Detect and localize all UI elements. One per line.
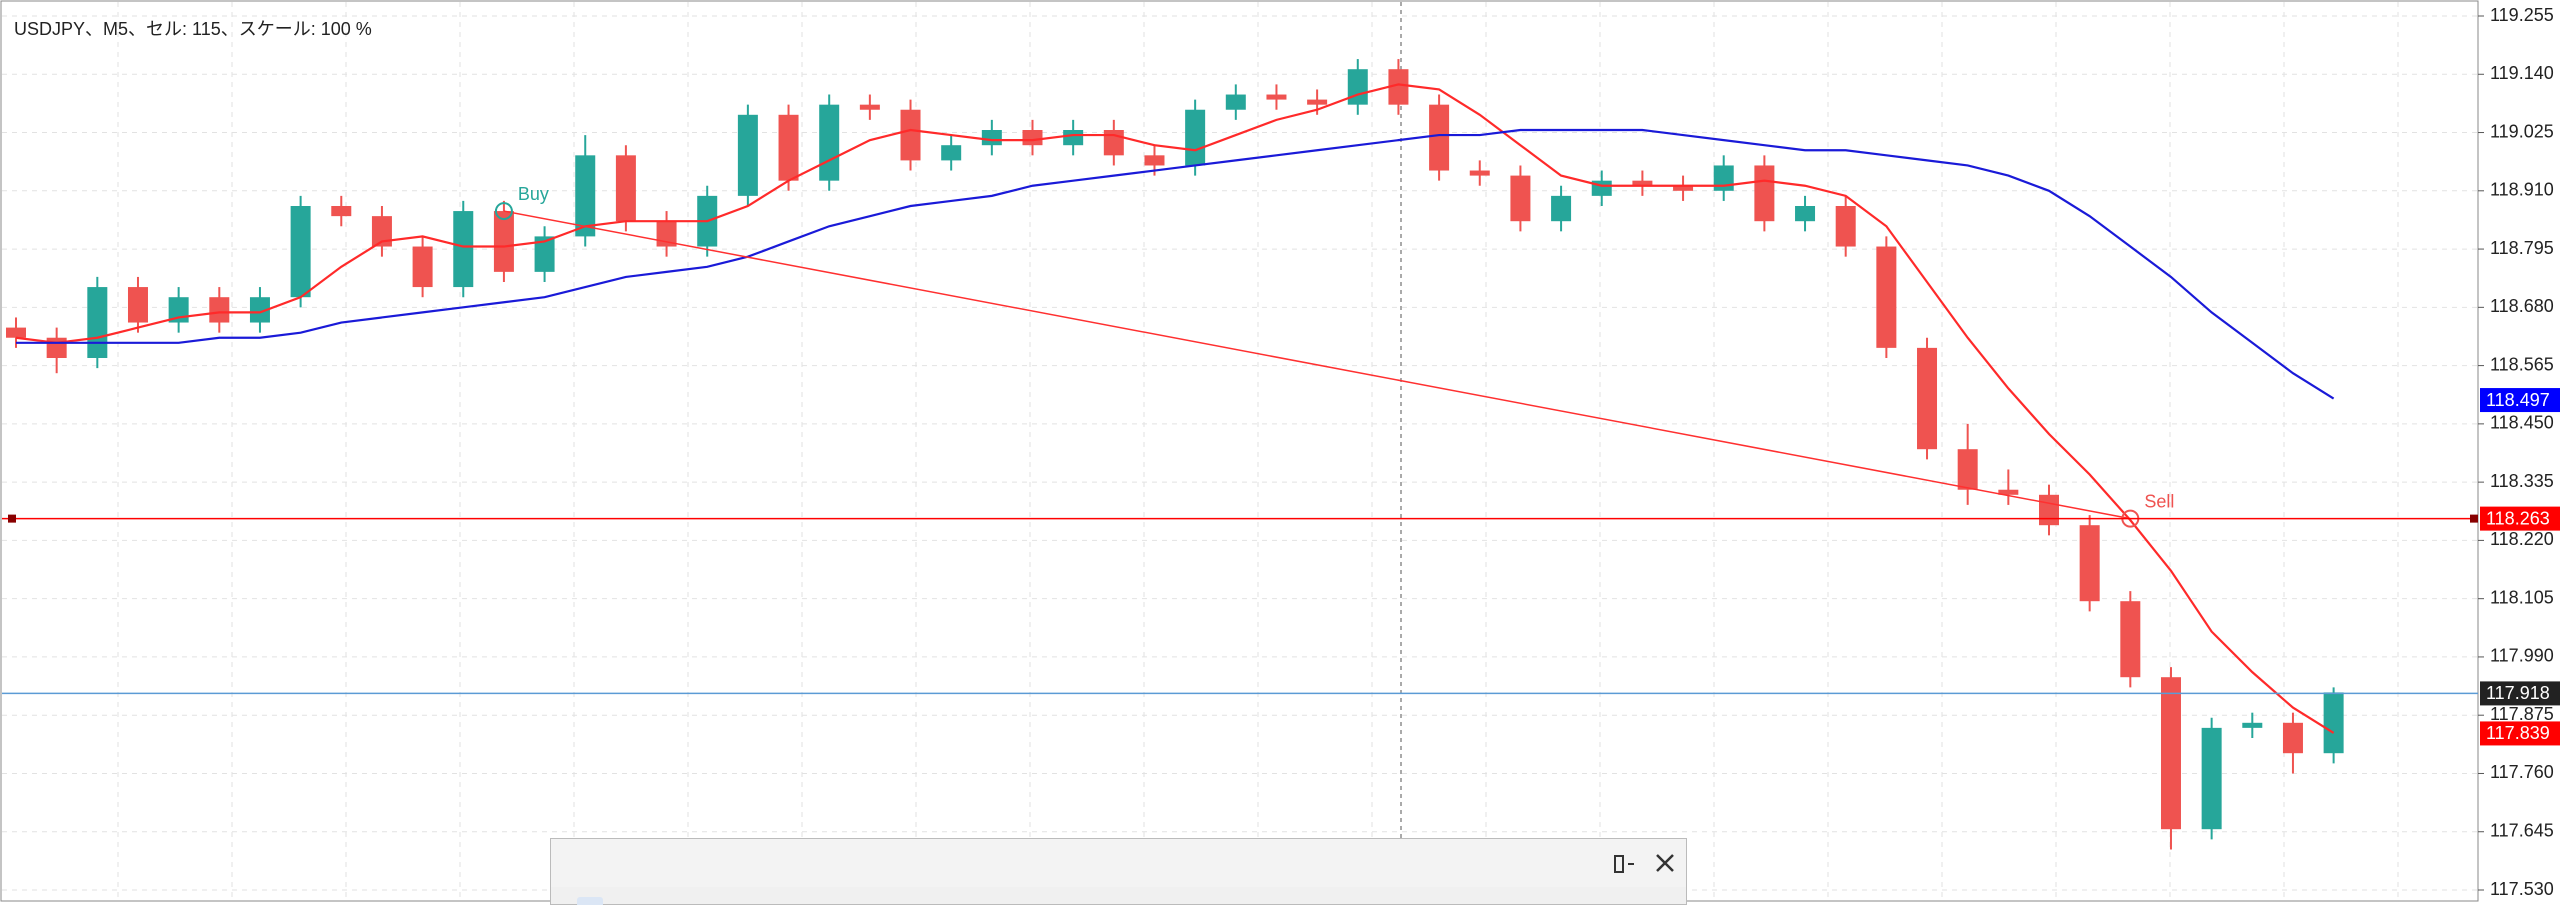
- price-tag-label: 118.497: [2486, 390, 2550, 410]
- trade-marker: [494, 202, 513, 221]
- candle-body: [1713, 165, 1734, 191]
- level-handle: [8, 514, 16, 523]
- y-tick-label: 118.105: [2490, 587, 2554, 607]
- candle-body: [2323, 692, 2344, 754]
- candle-body: [493, 211, 514, 272]
- candle-body: [209, 297, 230, 323]
- close-icon[interactable]: [1656, 854, 1674, 872]
- candle-body: [1185, 109, 1206, 166]
- price-tag: [2480, 506, 2560, 531]
- dialog[interactable]: [550, 838, 1687, 905]
- candle-body: [1225, 94, 1246, 110]
- moving-average: [16, 128, 2335, 400]
- y-tick-label: 118.680: [2490, 296, 2554, 316]
- candle-body: [87, 287, 108, 358]
- price-tag: [2480, 721, 2560, 746]
- trade-label: Buy: [518, 184, 549, 204]
- candle-body: [737, 114, 758, 196]
- candle-body: [1795, 206, 1816, 222]
- candle-body: [1103, 130, 1124, 156]
- dialog-header: [551, 839, 1686, 905]
- candle-body: [127, 287, 148, 323]
- y-tick-label: 117.875: [2490, 704, 2554, 724]
- trade-line: [503, 210, 2131, 520]
- candle-body: [1347, 69, 1368, 105]
- candle-body: [412, 246, 433, 288]
- y-tick-label: 118.450: [2490, 413, 2554, 433]
- candle-body: [1673, 185, 1694, 191]
- trade-label: Sell: [2144, 491, 2174, 511]
- candle-body: [900, 109, 921, 161]
- candle-body: [2160, 677, 2181, 830]
- y-tick-label: 119.255: [2490, 5, 2554, 25]
- y-tick-label: 118.565: [2490, 354, 2554, 374]
- candle-body: [1632, 180, 1653, 186]
- candle-body: [1388, 69, 1409, 105]
- y-tick-label: 117.760: [2490, 762, 2554, 782]
- y-tick-label: 118.910: [2490, 180, 2554, 200]
- candle-body: [575, 155, 596, 237]
- candle-body: [453, 211, 474, 288]
- price-tag: [2480, 388, 2560, 413]
- pin-icon[interactable]: [1614, 855, 1624, 873]
- candle-body: [2242, 722, 2263, 728]
- y-tick-label: 119.140: [2490, 63, 2554, 83]
- candle-body: [46, 337, 67, 358]
- candle-body: [1266, 94, 1287, 100]
- candle-body: [371, 216, 392, 247]
- candle-body: [2282, 722, 2303, 754]
- candle-body: [941, 145, 962, 161]
- candle-body: [859, 104, 880, 110]
- price-tag-label: 117.839: [2486, 723, 2550, 743]
- candle-body: [534, 236, 555, 272]
- y-tick-label: 118.795: [2490, 238, 2554, 258]
- candle-body: [1957, 449, 1978, 490]
- y-tick-label: 118.220: [2490, 529, 2554, 549]
- dialog-titlebar: [551, 839, 1686, 887]
- candle-body: [981, 130, 1002, 146]
- candle-body: [6, 327, 26, 338]
- price-tag: [2480, 681, 2560, 706]
- y-tick-label: 119.025: [2490, 121, 2554, 141]
- candle-body: [2039, 494, 2059, 526]
- candle-body: [1022, 130, 1043, 146]
- y-tick-label: 117.645: [2490, 820, 2554, 840]
- candle-body: [778, 114, 799, 181]
- candle-body: [2120, 601, 2141, 678]
- candle-body: [290, 206, 311, 298]
- candle-body: [819, 104, 840, 181]
- grid: [2, 2, 2478, 900]
- y-tick-label: 118.335: [2490, 471, 2554, 491]
- candle-body: [1429, 104, 1450, 171]
- candle-body: [615, 155, 636, 222]
- candle-body: [2201, 727, 2222, 830]
- y-tick-label: 117.530: [2490, 879, 2554, 899]
- candle-body: [1835, 206, 1856, 247]
- candle-body: [2079, 525, 2100, 602]
- candle-body: [1063, 130, 1084, 146]
- level-handle: [2470, 514, 2478, 523]
- candle-body: [1917, 347, 1938, 450]
- dialog-icon: [577, 897, 603, 905]
- moving-average: [15, 83, 2335, 734]
- candle-body: [1469, 170, 1490, 176]
- plot-frame: [0, 0, 2479, 902]
- candle-body: [1754, 165, 1775, 222]
- candle-body: [1551, 195, 1572, 222]
- candle-body: [1144, 155, 1165, 166]
- candle-body: [249, 297, 270, 323]
- candle-body: [1998, 489, 2019, 495]
- chart-title: USDJPY、M5、セル: 115、スケール: 100 %: [14, 19, 372, 39]
- price-tag-label: 117.918: [2486, 683, 2550, 703]
- candle-body: [1510, 175, 1531, 222]
- price-tag-label: 118.263: [2486, 508, 2550, 528]
- candle-body: [1876, 246, 1897, 348]
- candle-body: [331, 206, 352, 217]
- candle-body: [1307, 99, 1328, 105]
- y-tick-label: 117.990: [2490, 646, 2554, 666]
